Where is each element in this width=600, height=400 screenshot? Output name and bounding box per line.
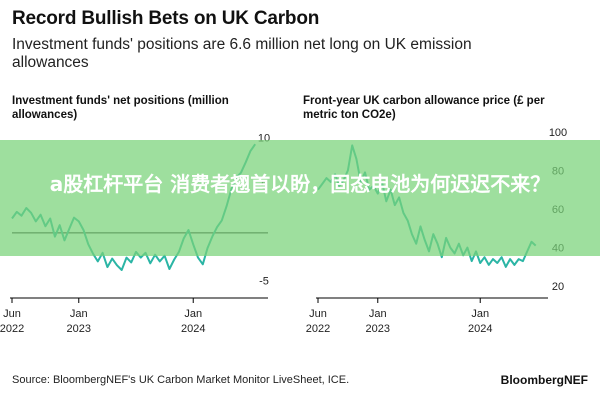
- right-y-tick-label: 20: [552, 281, 564, 293]
- brand-logo-text: BloombergNEF: [500, 373, 588, 387]
- overlay-banner: [0, 140, 600, 256]
- right-x-tick-label: Jan: [471, 308, 489, 320]
- left-x-tick-label: 2023: [67, 323, 91, 335]
- right-x-tick-label: 2024: [468, 323, 492, 335]
- right-y-tick-label: 100: [549, 127, 567, 139]
- right-x-tick-label: 2023: [366, 323, 390, 335]
- left-y-tick-label: -5: [259, 275, 269, 287]
- left-x-tick-label: Jan: [70, 308, 88, 320]
- right-x-tick-label: Jun: [309, 308, 327, 320]
- page-subtitle: Investment funds' positions are 6.6 mill…: [12, 36, 472, 71]
- right-x-tick-label: 2022: [306, 323, 330, 335]
- left-chart-title: Investment funds' net positions (million…: [12, 95, 229, 121]
- source-note: Source: BloombergNEF's UK Carbon Market …: [12, 374, 350, 386]
- right-x-tick-label: Jan: [369, 308, 387, 320]
- left-x-tick-label: Jun: [3, 308, 21, 320]
- right-chart: 10080604020Jun2022Jan2023Jan2024: [306, 127, 567, 335]
- left-x-tick-label: Jan: [184, 308, 202, 320]
- page-title: Record Bullish Bets on UK Carbon: [12, 8, 320, 29]
- right-chart-title: Front-year UK carbon allowance price (£ …: [303, 95, 545, 121]
- left-x-tick-label: 2024: [181, 323, 205, 335]
- overlay-banner-text[interactable]: a股杠杆平台 消费者翘首以盼，固态电池为何迟迟不来？: [49, 172, 551, 196]
- left-x-tick-label: 2022: [0, 323, 24, 335]
